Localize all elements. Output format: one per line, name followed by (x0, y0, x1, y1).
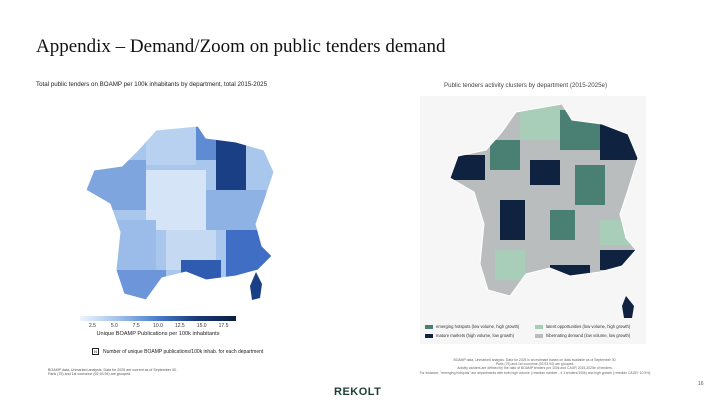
clusters-legend: emerging hotspots (low volume, high grow… (421, 320, 637, 344)
legend-item: emerging hotspots (low volume, high grow… (425, 324, 519, 329)
corsica-region (250, 272, 262, 300)
left-source-line: BOAMP data, Unmarked analysis. Data for … (48, 368, 177, 372)
clusters-map (450, 103, 639, 318)
legend-swatch (425, 333, 433, 338)
colorbar-tick: 15.0 (196, 323, 207, 329)
legend-label: hibernating demand (low volume, low grow… (546, 333, 631, 338)
right-source-line: BOAMP data, Unmarked analysis. Data for … (453, 358, 617, 362)
corsica-region (622, 296, 634, 318)
page-title: Appendix – Demand/Zoom on public tenders… (36, 36, 446, 57)
colorbar-tick: 7.5 (132, 323, 140, 329)
legend-item: latent opportunities (low volume, high g… (535, 324, 630, 329)
left-source-line: Paris (75) and 1st couronne (92,93,94) a… (48, 372, 132, 377)
right-source-line: Paris (75) and 1st couronne (92,93,94) a… (495, 362, 575, 367)
right-source-note: BOAMP data, Unmarked analysis. Data for … (400, 358, 670, 375)
colorbar-tick: 12.5 (174, 323, 185, 329)
legend-item: mature markets (high volume, low growth) (425, 333, 514, 338)
legend-label: mature markets (high volume, low growth) (436, 333, 514, 338)
number-legend: N Number of unique BOAMP publications/10… (92, 348, 263, 355)
colorbar-ticks: 2.5 5.0 7.5 10.0 12.5 15.0 17.5 (80, 323, 236, 331)
number-legend-symbol: N (92, 348, 99, 355)
colorbar-tick: 10.0 (153, 323, 163, 329)
right-source-line: For instance, "emerging hotspots" are de… (419, 370, 651, 375)
legend-item: hibernating demand (low volume, low grow… (535, 333, 630, 338)
number-legend-text: Number of unique BOAMP publications/100k… (103, 348, 264, 355)
left-map-caption: Total public tenders on BOAMP per 100k i… (36, 81, 268, 88)
legend-swatch (425, 324, 433, 329)
colorbar (80, 316, 236, 321)
legend-label: latent opportunities (low volume, high g… (546, 324, 631, 329)
france-outline (86, 125, 275, 301)
right-source-line: Activity clusters are defined by the rat… (457, 366, 613, 371)
legend-swatch (535, 324, 543, 329)
france-outline (450, 103, 639, 297)
colorbar-label: Unique BOAMP Publications per 100k inhab… (96, 331, 220, 337)
left-source-note: BOAMP data, Unmarked analysis. Data for … (48, 368, 177, 377)
legend-label: emerging hotspots (low volume, high grow… (436, 324, 520, 329)
departments-choropleth-map (86, 125, 275, 301)
right-map-caption: Public tenders activity clusters by depa… (444, 82, 608, 89)
colorbar-tick: 5.0 (110, 323, 118, 329)
legend-swatch (535, 333, 543, 338)
page-number: 16 (698, 381, 704, 387)
colorbar-tick: 17.5 (218, 323, 229, 329)
rekolt-logo: REKOLT (334, 386, 382, 398)
colorbar-tick: 2.5 (88, 323, 96, 329)
